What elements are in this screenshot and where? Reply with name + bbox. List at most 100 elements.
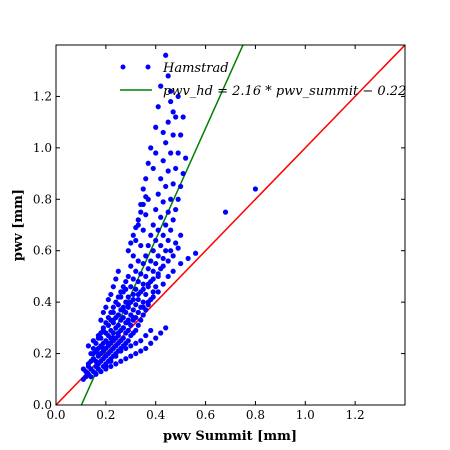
- scatter-point: [145, 281, 151, 287]
- scatter-point: [178, 183, 184, 190]
- scatter-point: [120, 335, 126, 341]
- x-tick-label: 0.0: [46, 408, 65, 422]
- scatter-point: [125, 248, 131, 254]
- scatter-point: [140, 201, 146, 208]
- legend-label-hamstrad: Hamstrad: [162, 61, 229, 76]
- scatter-point: [133, 237, 139, 244]
- scatter-point: [180, 170, 186, 177]
- y-tick-label: 0.0: [33, 398, 52, 412]
- scatter-point: [140, 227, 146, 233]
- scatter-point: [173, 114, 179, 120]
- scatter-point: [100, 345, 106, 352]
- scatter-point: [138, 338, 144, 344]
- scatter-point: [145, 299, 151, 305]
- y-tick-label: 0.4: [33, 295, 52, 309]
- scatter-point: [85, 343, 92, 349]
- scatter-point: [163, 248, 169, 254]
- scatter-point: [153, 206, 159, 213]
- scatter-point: [125, 294, 131, 300]
- scatter-point: [110, 335, 116, 341]
- scatter-point: [155, 289, 161, 295]
- scatter-point: [100, 327, 106, 334]
- scatter-point: [113, 276, 119, 282]
- scatter-point: [125, 302, 131, 308]
- scatter-point: [165, 73, 171, 79]
- scatter-point: [88, 350, 94, 357]
- scatter-point: [155, 271, 161, 277]
- scatter-point: [148, 327, 154, 334]
- plot-area: [55, 44, 406, 406]
- scatter-point: [165, 209, 171, 215]
- scatter-point: [138, 348, 144, 354]
- scatter-point: [163, 183, 169, 190]
- scatter-point: [133, 302, 139, 308]
- scatter-point: [143, 332, 149, 339]
- scatter-point: [168, 88, 174, 94]
- scatter-point: [193, 250, 199, 256]
- scatter-point: [120, 284, 126, 290]
- scatter-point: [170, 268, 176, 274]
- scatter-point: [180, 114, 186, 120]
- scatter-point: [175, 93, 181, 100]
- scatter-point: [143, 212, 149, 218]
- scatter-point: [110, 304, 116, 310]
- scatter-point: [165, 258, 171, 264]
- scatter-point: [178, 260, 184, 267]
- scatter-point: [135, 296, 141, 303]
- scatter-point: [155, 227, 161, 233]
- scatter-point: [118, 289, 124, 295]
- scatter-point: [138, 271, 144, 277]
- scatter-point: [170, 217, 176, 223]
- scatter-point: [108, 291, 114, 298]
- scatter-point: [88, 374, 94, 380]
- scatter-point: [155, 104, 161, 110]
- scatter-point: [160, 263, 166, 269]
- scatter-point: [183, 155, 189, 161]
- scatter-point: [95, 350, 101, 357]
- scatter-point: [150, 268, 156, 274]
- scatter-point: [120, 307, 126, 313]
- scatter-point: [178, 132, 184, 138]
- scatter-point: [175, 245, 181, 251]
- legend: Hamstrad pwv_hd = 2.16 * pwv_summit − 0.…: [120, 61, 406, 99]
- scatter-point: [170, 132, 176, 138]
- scatter-point: [130, 232, 136, 238]
- scatter-point: [120, 314, 126, 321]
- scatter-point: [125, 327, 131, 334]
- scatter-point: [173, 240, 179, 246]
- scatter-point: [115, 312, 121, 318]
- scatter-point: [143, 291, 149, 298]
- scatter-point: [160, 129, 166, 136]
- scatter-point: [130, 314, 136, 321]
- scatter-point: [148, 232, 154, 238]
- scatter-point: [135, 291, 141, 298]
- scatter-point: [153, 237, 159, 244]
- scatter-point: [148, 258, 154, 264]
- scatter-point: [118, 358, 124, 364]
- scatter-point: [95, 332, 101, 339]
- scatter-point: [168, 98, 174, 105]
- scatter-point: [150, 289, 156, 295]
- scatter-point: [125, 338, 131, 344]
- scatter-point: [168, 196, 174, 202]
- x-tick-label: 0.6: [196, 408, 215, 422]
- scatter-point: [158, 330, 164, 336]
- scatter-point: [130, 276, 136, 282]
- y-tick-label: 1.0: [33, 141, 52, 155]
- scatter-point: [133, 268, 139, 274]
- scatter-point: [103, 304, 109, 310]
- scatter-point: [125, 273, 131, 280]
- scatter-point: [158, 242, 164, 249]
- scatter-point: [170, 181, 176, 187]
- scatter-point: [140, 281, 146, 287]
- scatter-point: [98, 368, 104, 375]
- scatter-point: [143, 194, 149, 200]
- scatter-point: [145, 160, 151, 166]
- scatter-point: [252, 186, 259, 192]
- scatter-point: [90, 338, 96, 344]
- scatter-point: [115, 322, 121, 328]
- x-axis-label: pwv Summit [mm]: [163, 429, 297, 444]
- scatter-point: [90, 345, 96, 352]
- scatter-point: [158, 176, 164, 182]
- scatter-point: [160, 199, 166, 205]
